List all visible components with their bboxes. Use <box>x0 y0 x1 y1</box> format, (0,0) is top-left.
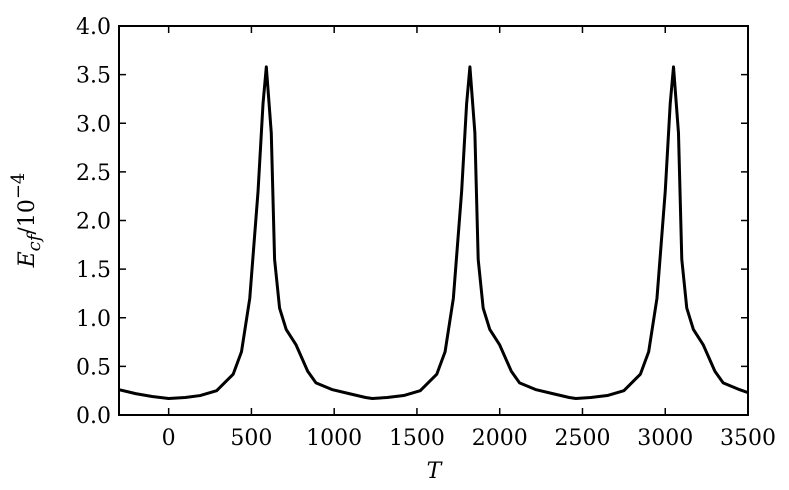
x-axis-label: T <box>427 459 444 484</box>
x-tick-label: 2000 <box>472 426 528 451</box>
x-tick-label: 3000 <box>637 426 693 451</box>
plot-frame <box>118 25 749 416</box>
y-label-sub: cf <box>24 231 45 251</box>
y-tick-label: 3.5 <box>76 64 111 89</box>
y-tick-label: 1.0 <box>76 307 111 332</box>
y-label-sup: −4 <box>8 173 29 200</box>
y-tick-label: 2.0 <box>76 210 111 235</box>
y-tick-label: 0.0 <box>76 404 111 429</box>
line-series <box>118 65 749 400</box>
y-label-main: E <box>15 251 40 268</box>
x-tick-label: 2500 <box>554 426 610 451</box>
y-axis-label: Ecf/10−4 <box>8 173 45 269</box>
x-tick-label: 1500 <box>389 426 445 451</box>
x-tick-label: 3500 <box>720 426 776 451</box>
x-tick-label: 500 <box>230 426 272 451</box>
x-tick-label: 0 <box>162 426 176 451</box>
y-tick-label: 1.5 <box>76 258 111 283</box>
y-tick-label: 0.5 <box>76 355 111 380</box>
y-label-rest: /10 <box>15 199 40 234</box>
y-tick-label: 3.0 <box>76 112 111 137</box>
y-tick-label: 4.0 <box>76 15 111 40</box>
y-tick-label: 2.5 <box>76 161 111 186</box>
x-tick-label: 1000 <box>306 426 362 451</box>
